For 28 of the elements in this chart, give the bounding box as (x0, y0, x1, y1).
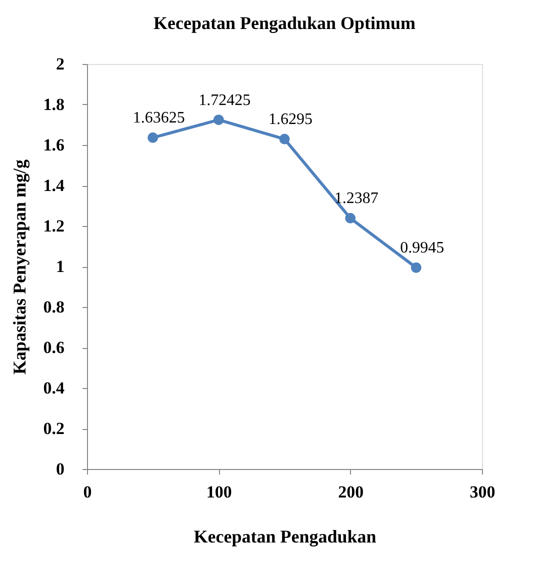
x-tick-label: 200 (338, 482, 364, 502)
y-tick-label: 1.4 (43, 176, 65, 195)
x-tick-label: 100 (206, 482, 232, 502)
x-tick-label: 0 (83, 482, 92, 502)
point (148, 132, 158, 143)
data-label: 0.9945 (400, 240, 444, 257)
y-tick-label: 0.4 (43, 378, 65, 398)
y-tick-label: 0.2 (43, 419, 64, 438)
data-label: 1.63625 (132, 110, 185, 127)
y-tick-label: 1.6 (43, 136, 64, 154)
y-tick-label: 0 (56, 460, 64, 478)
point (213, 114, 224, 126)
data-label: 1.2387 (334, 190, 378, 208)
y-tick-label: 1 (56, 257, 64, 276)
data-label: 1.6295 (268, 111, 312, 128)
y-axis-title: Kapasitas Penyerapan mg/g (9, 159, 30, 375)
x-tick-label: 300 (470, 482, 496, 502)
y-tick-label: 1.2 (43, 216, 64, 236)
y-tick-label: 2 (56, 54, 64, 74)
point (279, 134, 290, 144)
x-axis-title: Kecepatan Pengadukan (194, 526, 376, 546)
data-label: 1.72425 (198, 92, 251, 109)
chart-title: Kecepatan Pengadukan Optimum (153, 13, 416, 33)
point (345, 212, 356, 224)
point (410, 262, 422, 273)
y-tick-label: 0.8 (43, 298, 64, 316)
y-tick-label: 0.6 (43, 338, 64, 357)
y-tick-label: 1.8 (43, 95, 64, 114)
